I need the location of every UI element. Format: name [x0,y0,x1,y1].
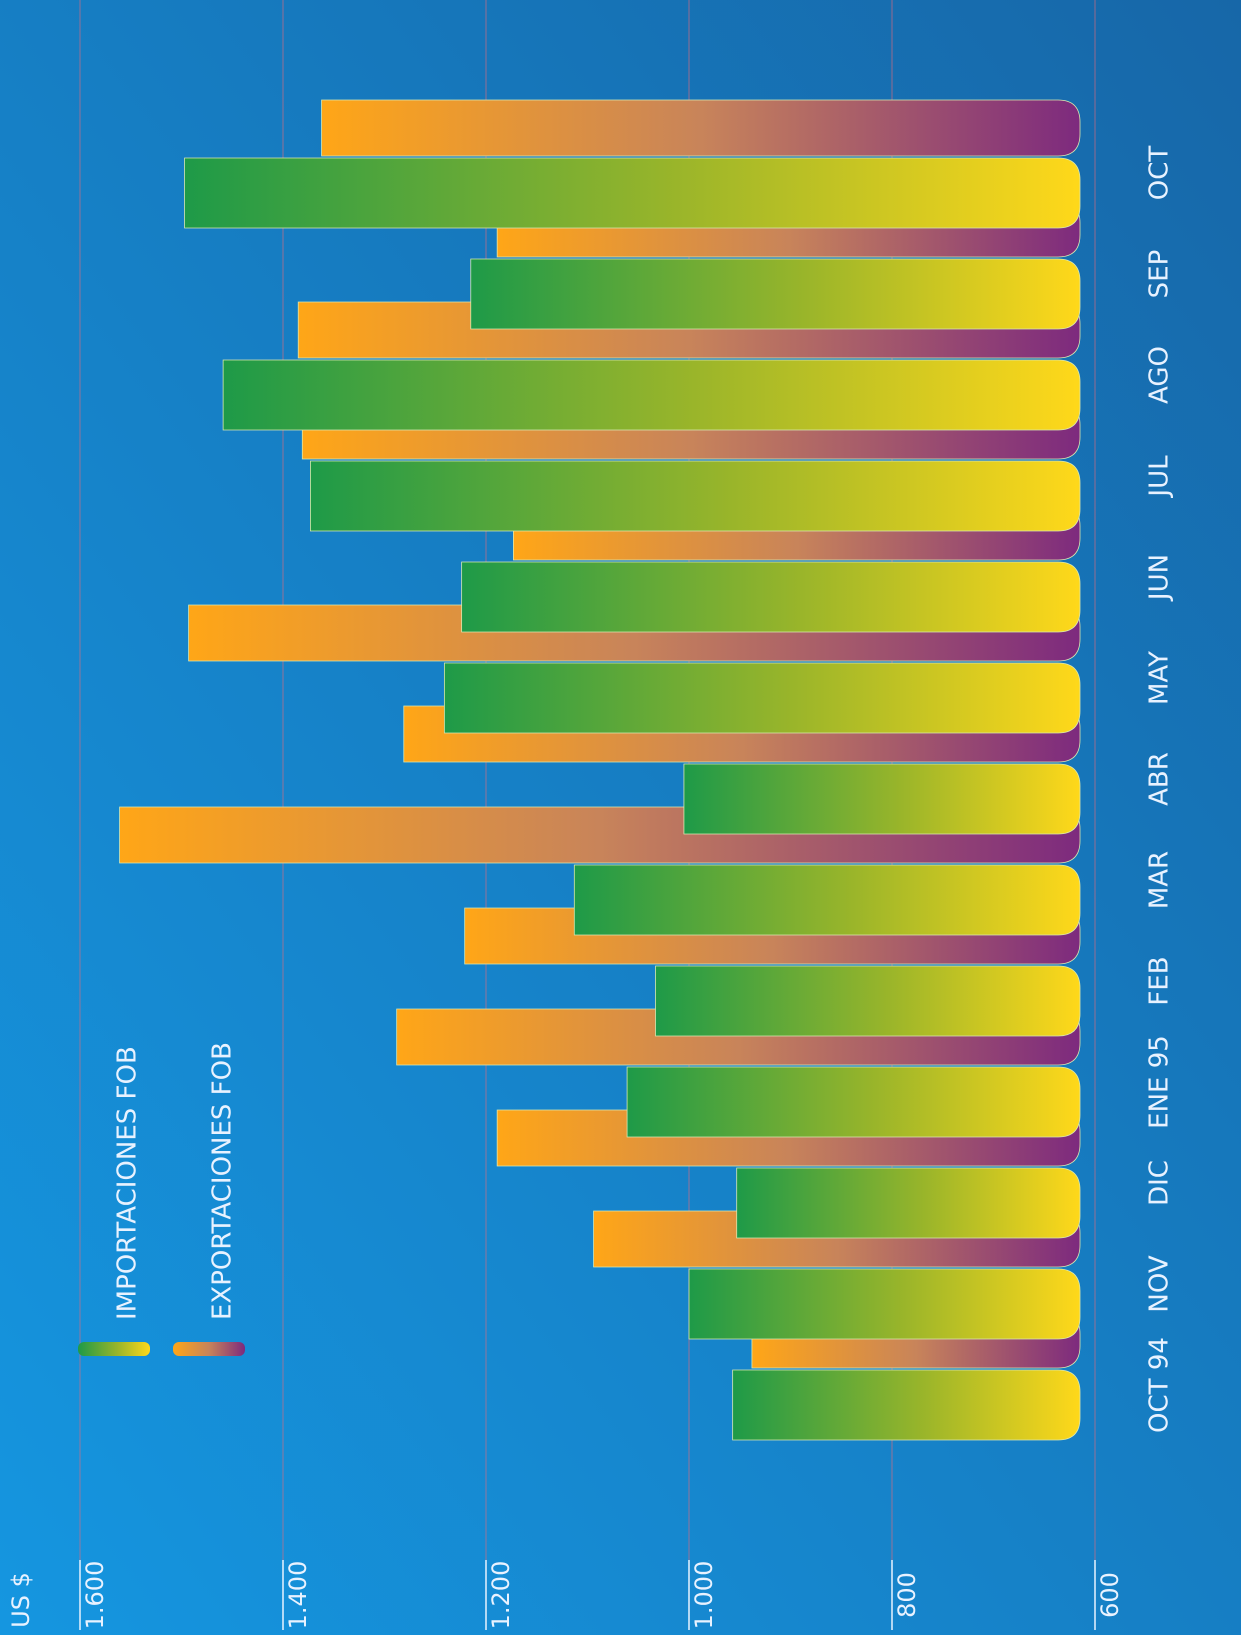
bar [470,258,1081,330]
bar [222,359,1081,431]
legend-swatch [173,1342,245,1356]
axis-label: US $ [7,1572,35,1628]
x-tick-label: FEB [1145,956,1175,1005]
y-tick-label: 600 [1096,1572,1124,1618]
bar [184,157,1081,229]
bar [683,763,1081,835]
y-tick-label: 1.600 [81,1561,109,1630]
bar [732,1369,1081,1441]
x-tick-label: OCT [1145,146,1175,201]
bar [736,1167,1081,1239]
x-tick-label: SEP [1145,250,1175,299]
bar [321,99,1081,157]
x-tick-label: ABR [1145,752,1175,806]
y-tick-label: 1.400 [284,1561,312,1630]
x-tick-label: OCT 94 [1145,1337,1175,1433]
x-tick-label: MAR [1145,851,1175,909]
legend-label: EXPORTACIONES FOB [208,1042,238,1320]
bar [655,965,1081,1037]
bar [688,1268,1081,1340]
bar [310,460,1081,532]
x-tick-label: NOV [1145,1255,1175,1312]
x-tick-label: ENE 95 [1145,1035,1175,1129]
y-tick-label: 1.200 [487,1561,515,1630]
bar [626,1066,1081,1138]
bar [443,662,1081,734]
legend-label: IMPORTACIONES FOB [113,1046,143,1320]
x-tick-label: JUN [1145,554,1175,602]
x-tick-label: MAY [1145,651,1175,705]
bar [461,561,1081,633]
legend-swatch [78,1342,150,1356]
x-tick-label: DIC [1145,1160,1175,1206]
x-tick-label: AGO [1145,346,1175,404]
bar [573,864,1081,936]
y-tick-label: 1.000 [690,1561,718,1630]
y-tick-label: 800 [893,1572,921,1618]
x-tick-label: JUL [1145,455,1175,499]
